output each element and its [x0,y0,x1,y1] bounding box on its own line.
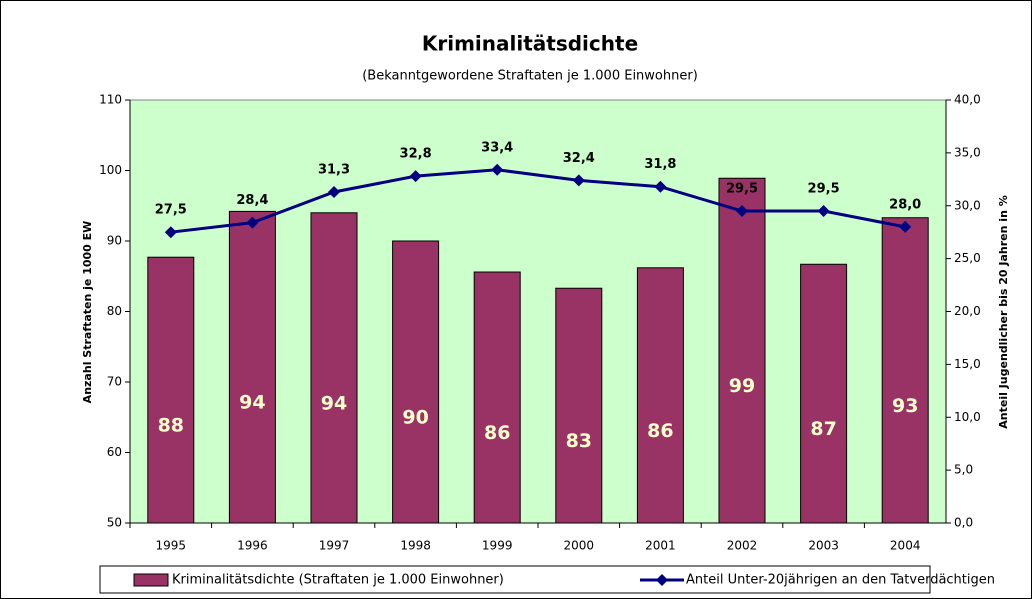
legend-label: Kriminalitätsdichte (Straftaten je 1.000… [172,573,504,588]
legend-marker [656,574,668,586]
bar-label: 83 [566,430,592,452]
bar [800,263,848,524]
y-tick-label: 90 [107,234,122,248]
line-label: 32,8 [400,147,432,162]
y-tick-label: 50 [107,516,122,530]
bar [555,287,603,524]
y-tick-label: 60 [107,445,122,459]
bar-label: 88 [158,415,184,437]
bar [392,240,440,524]
y-axis-title: Anzahl Straftaten je 1000 EW [81,221,94,404]
line [170,168,906,234]
bar-label: 99 [729,375,755,397]
bar [147,256,195,524]
line-label: 29,5 [808,182,840,197]
legend-label: Anteil Unter-20jährigen an den Tatverdäc… [686,573,995,588]
bar-label: 86 [484,422,510,444]
y2-tick-label: 15,0 [954,357,981,371]
legend-box [99,565,931,594]
y2-tick-label: 5,0 [954,463,973,477]
line-label: 28,0 [889,197,921,212]
line-label: 33,4 [481,140,513,155]
x-tick-label: 1996 [237,539,268,553]
x-tick-label: 2000 [564,539,595,553]
y2-tick-label: 30,0 [954,198,981,212]
line-marker [409,170,422,183]
line-marker [572,174,585,187]
y2-tick-label: 25,0 [954,251,981,265]
bar [718,177,766,524]
y2-tick-label: 0,0 [954,516,973,530]
y2-tick-label: 10,0 [954,410,981,424]
bar [881,217,929,524]
line-label: 31,3 [318,163,350,178]
line-marker [164,226,177,239]
line-marker [899,220,912,233]
bar-label: 94 [239,392,265,414]
y2-tick-label: 40,0 [954,93,981,107]
line-label: 31,8 [644,157,676,172]
line-marker [491,163,504,176]
bar [310,212,358,524]
legend-swatch [133,573,169,587]
x-tick-label: 1997 [319,539,350,553]
bar-label: 86 [647,420,673,442]
y2-tick-label: 35,0 [954,145,981,159]
bar-label: 94 [321,392,347,414]
x-tick-label: 2002 [727,539,758,553]
x-tick-label: 1995 [156,539,187,553]
line-label: 28,4 [236,193,268,208]
bar [473,271,521,524]
line-marker [654,180,667,193]
x-tick-label: 2001 [645,539,676,553]
chart-subtitle: (Bekanntgewordene Straftaten je 1.000 Ei… [362,69,698,84]
line-marker [246,216,259,229]
y2-axis-title: Anteil Jugendlicher bis 20 Jahren in % [997,195,1010,429]
y-tick-label: 100 [99,163,122,177]
line-label: 32,4 [563,151,595,166]
y-tick-label: 80 [107,304,122,318]
x-tick-label: 1998 [400,539,431,553]
line-label: 29,5 [726,182,758,197]
bar-label: 87 [810,418,836,440]
line-marker [328,186,340,199]
x-tick-label: 1999 [482,539,513,553]
bar [228,210,276,524]
y2-tick-label: 20,0 [954,304,981,318]
line-marker [736,205,748,218]
line-marker [817,205,830,218]
bar-label: 93 [892,395,918,417]
bar [636,267,684,524]
y-tick-label: 70 [107,375,122,389]
chart-title: Kriminalitätsdichte [422,32,638,56]
bar-label: 90 [402,407,428,429]
y-tick-label: 110 [99,93,122,107]
line-label: 27,5 [155,203,187,218]
x-tick-label: 2004 [890,539,921,553]
x-tick-label: 2003 [808,539,839,553]
